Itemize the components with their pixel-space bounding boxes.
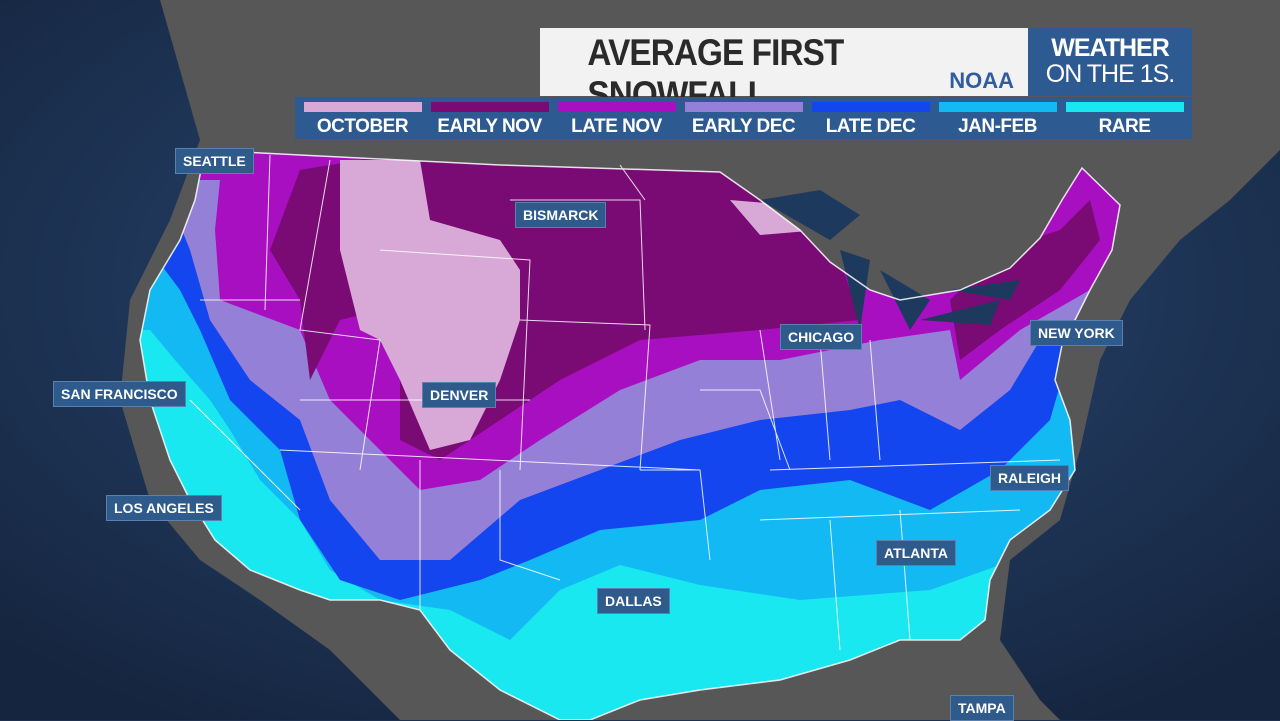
legend-item-rare: RARE <box>1065 97 1184 139</box>
city-label-raleigh: RALEIGH <box>990 465 1069 491</box>
city-label-atlanta: ATLANTA <box>876 540 957 566</box>
legend-item-early-nov: EARLY NOV <box>430 97 549 139</box>
city-label-new-york: NEW YORK <box>1030 320 1123 346</box>
city-label-san-francisco: SAN FRANCISCO <box>53 381 186 407</box>
legend-item-early-dec: EARLY DEC <box>684 97 803 139</box>
legend-item-october: OCTOBER <box>303 97 422 139</box>
city-label-seattle: SEATTLE <box>175 148 254 174</box>
legend: OCTOBER EARLY NOV LATE NOV EARLY DEC LAT… <box>295 97 1192 139</box>
title-panel: AVERAGE FIRST SNOWFALL NOAA <box>540 28 1028 115</box>
legend-item-late-nov: LATE NOV <box>557 97 676 139</box>
city-label-chicago: CHICAGO <box>780 324 863 350</box>
brand-logo: WEATHER ON THE 1S. <box>1028 28 1192 96</box>
city-label-denver: DENVER <box>422 382 497 408</box>
city-label-los-angeles: LOS ANGELES <box>106 495 222 521</box>
source-label: NOAA <box>949 68 1014 93</box>
state-borders <box>139 149 1121 720</box>
great-lakes <box>760 190 1020 330</box>
city-label-dallas: DALLAS <box>597 588 670 614</box>
legend-item-late-dec: LATE DEC <box>811 97 930 139</box>
legend-item-jan-feb: JAN-FEB <box>938 97 1057 139</box>
city-label-tampa: TAMPA <box>950 695 1014 721</box>
zone-october <box>340 160 520 450</box>
city-label-bismarck: BISMARCK <box>515 202 607 228</box>
